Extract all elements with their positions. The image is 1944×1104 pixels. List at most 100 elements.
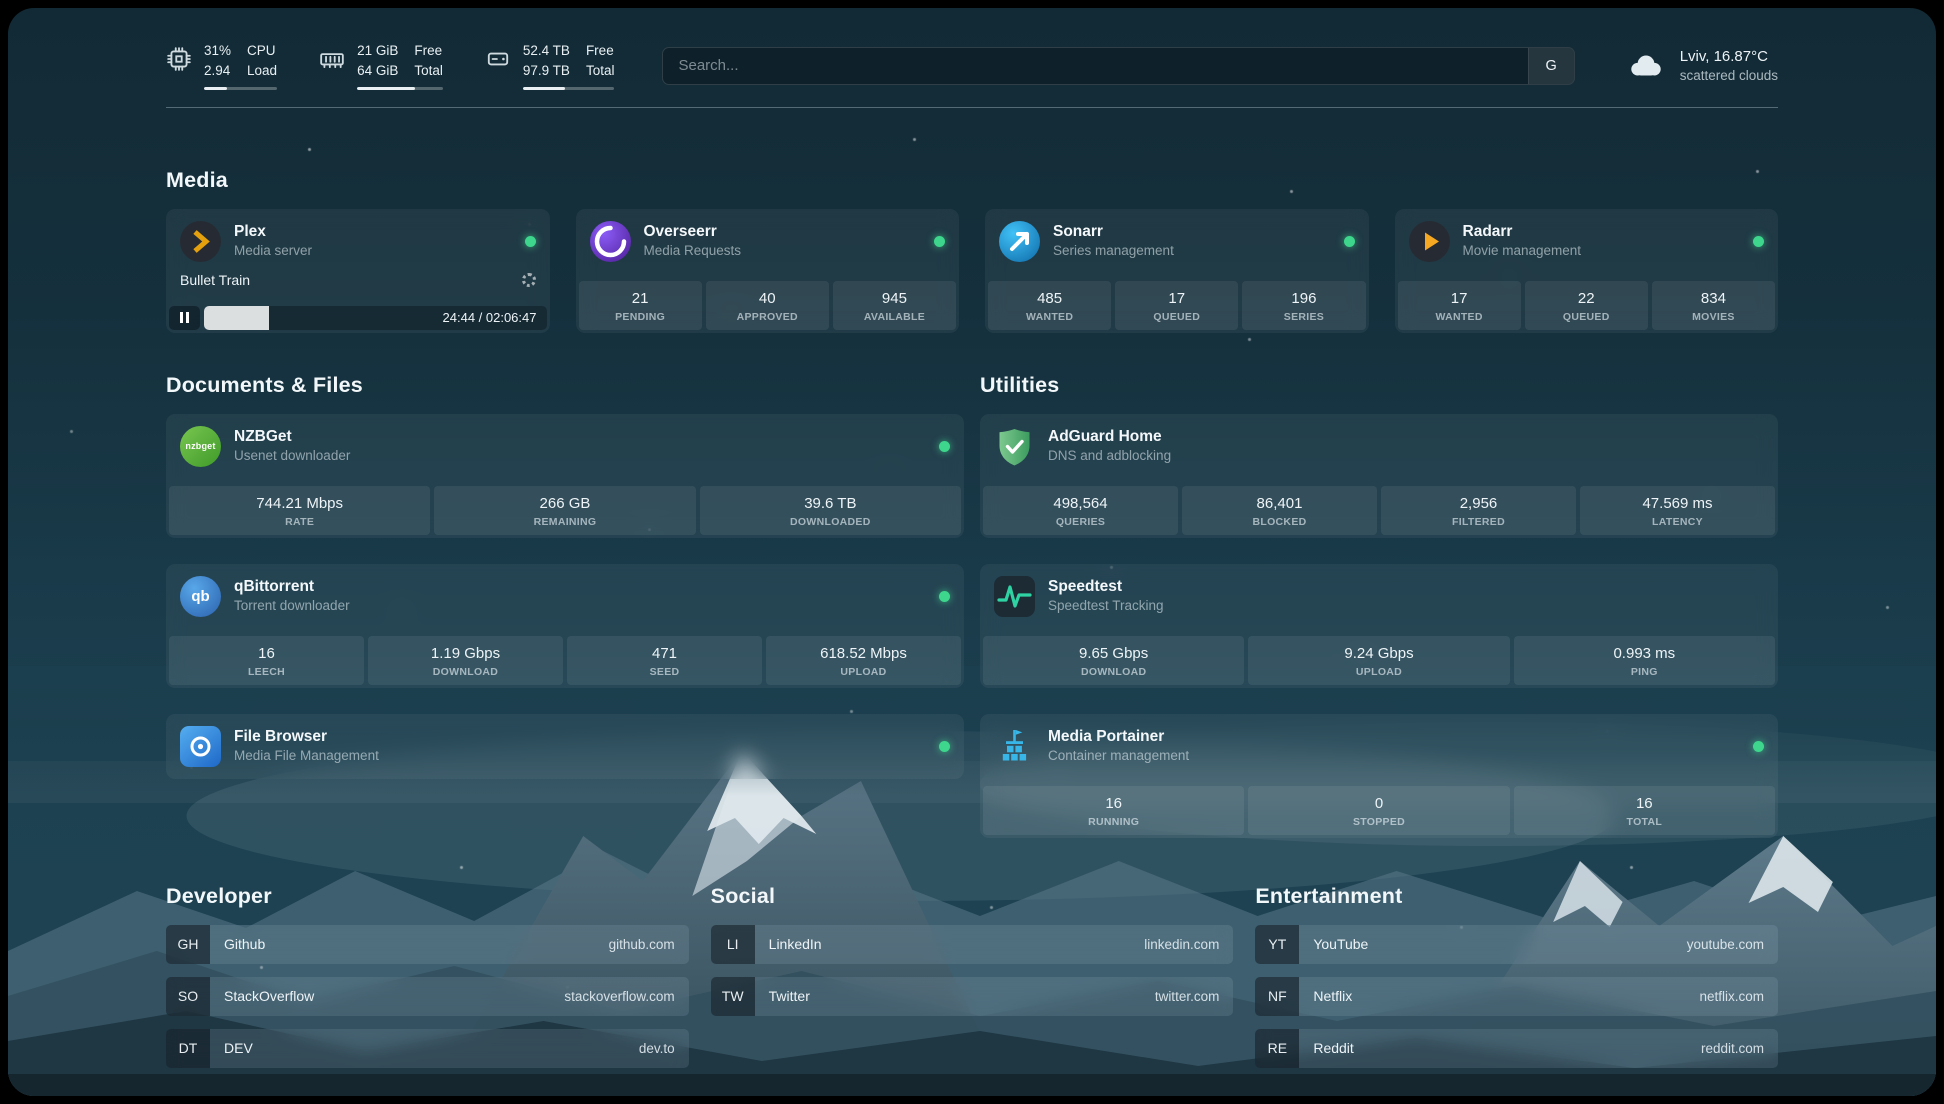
stat-label: WANTED bbox=[1435, 310, 1483, 323]
memory-progress-bar bbox=[357, 86, 443, 90]
now-playing-title: Bullet Train bbox=[180, 271, 251, 288]
service-description: Series management bbox=[1053, 243, 1174, 259]
stat-block: 1.19 Gbps DOWNLOAD bbox=[368, 636, 563, 685]
bookmark-url: github.com bbox=[608, 936, 675, 952]
status-dot bbox=[939, 740, 950, 752]
bookmark-name: LinkedIn bbox=[768, 936, 822, 953]
stat-label: QUERIES bbox=[1055, 515, 1106, 528]
stat-block: 834 MOVIES bbox=[1651, 281, 1776, 330]
bookmark-abbr: YT bbox=[1255, 924, 1300, 964]
status-dot bbox=[939, 440, 950, 452]
bookmark-url: dev.to bbox=[638, 1040, 675, 1056]
stat-block: 22 QUEUED bbox=[1524, 281, 1648, 330]
service-card-qbittorrent[interactable]: qb qBittorrent Torrent downloader 16 LEE… bbox=[166, 563, 964, 688]
stat-label: SEED bbox=[649, 665, 680, 678]
pause-button[interactable] bbox=[169, 305, 200, 330]
disk-progress-bar bbox=[522, 86, 615, 90]
stat-block: 498,564 QUERIES bbox=[983, 486, 1178, 535]
service-card-radarr[interactable]: Radarr Movie management 17 WANTED 22 QUE… bbox=[1394, 208, 1778, 333]
stat-block: 471 SEED bbox=[567, 636, 762, 685]
plex-icon bbox=[180, 220, 221, 262]
bookmark-name: Netflix bbox=[1313, 988, 1353, 1005]
bookmark-url: stackoverflow.com bbox=[564, 988, 675, 1004]
service-card-nzbget[interactable]: nzbget NZBGet Usenet downloader 744.21 M… bbox=[166, 413, 964, 538]
memory-free-label: Free bbox=[414, 43, 443, 58]
service-card-filebrowser[interactable]: File Browser Media File Management bbox=[166, 713, 964, 779]
bookmark-twitter[interactable]: TW Twitter twitter.com bbox=[710, 976, 1234, 1016]
service-description: Torrent downloader bbox=[234, 598, 350, 614]
stat-label: QUEUED bbox=[1153, 310, 1201, 323]
stat-block: 9.65 Gbps DOWNLOAD bbox=[983, 636, 1245, 685]
speedtest-icon bbox=[994, 575, 1035, 617]
disk-widget: 52.4 TB Free 97.9 TB Total bbox=[485, 42, 615, 90]
utilities-column: Utilities bbox=[980, 373, 1778, 838]
service-card-overseerr[interactable]: Overseerr Media Requests 21 PENDING 40 A… bbox=[575, 208, 959, 333]
stat-label: AVAILABLE bbox=[863, 310, 926, 323]
snowfall-decoration bbox=[8, 8, 11, 11]
status-dot bbox=[1753, 235, 1764, 247]
bookmark-url: twitter.com bbox=[1154, 988, 1220, 1004]
bookmark-abbr: SO bbox=[166, 976, 210, 1016]
stat-value: 9.65 Gbps bbox=[1079, 645, 1149, 663]
bookmark-stackoverflow[interactable]: SO StackOverflow stackoverflow.com bbox=[166, 976, 689, 1016]
stat-label: WANTED bbox=[1025, 310, 1074, 323]
bookmark-linkedin[interactable]: LI LinkedIn linkedin.com bbox=[710, 924, 1234, 964]
search-provider-button[interactable]: G bbox=[1527, 47, 1574, 84]
stat-value: 485 bbox=[1037, 290, 1063, 308]
stat-label: SERIES bbox=[1283, 310, 1325, 323]
stat-block: 21 PENDING bbox=[578, 281, 702, 330]
stat-value: 39.6 TB bbox=[804, 495, 857, 513]
bookmark-name: Reddit bbox=[1313, 1040, 1354, 1057]
cloud-icon bbox=[1630, 55, 1661, 76]
disk-total-label: Total bbox=[585, 62, 615, 78]
bookmark-reddit[interactable]: RE Reddit reddit.com bbox=[1255, 1028, 1778, 1068]
stat-value: 471 bbox=[651, 645, 678, 663]
stat-label: QUEUED bbox=[1562, 310, 1610, 323]
stat-value: 618.52 Mbps bbox=[820, 645, 907, 663]
bookmark-netflix[interactable]: NF Netflix netflix.com bbox=[1255, 976, 1778, 1016]
disk-icon bbox=[487, 52, 509, 66]
service-card-adguard[interactable]: AdGuard Home DNS and adblocking 498,564 … bbox=[980, 413, 1778, 538]
bookmark-abbr: DT bbox=[166, 1028, 210, 1068]
stat-block: 0.993 ms PING bbox=[1513, 636, 1775, 685]
bookmark-github[interactable]: GH Github github.com bbox=[166, 924, 689, 964]
adguard-icon bbox=[994, 426, 1035, 467]
stat-value: 196 bbox=[1291, 290, 1317, 308]
stat-label: BLOCKED bbox=[1252, 515, 1307, 528]
stat-block: 618.52 Mbps UPLOAD bbox=[766, 636, 961, 685]
stat-value: 1.19 Gbps bbox=[430, 645, 501, 663]
playback-progress-bar[interactable]: 24:44 / 02:06:47 bbox=[204, 305, 547, 330]
stat-block: 16 RUNNING bbox=[983, 786, 1245, 835]
service-card-plex[interactable]: Plex Media server Bullet Train 24:44 / 0… bbox=[166, 208, 550, 333]
search-input[interactable] bbox=[663, 57, 1528, 75]
gear-icon[interactable] bbox=[521, 272, 536, 287]
service-card-portainer[interactable]: Media Portainer Container management 16 … bbox=[980, 713, 1778, 838]
weather-widget: Lviv, 16.87°C scattered clouds bbox=[1625, 47, 1778, 85]
service-name: Speedtest bbox=[1048, 577, 1123, 595]
stat-block: 16 TOTAL bbox=[1513, 786, 1775, 835]
bookmark-dev[interactable]: DT DEV dev.to bbox=[166, 1028, 689, 1068]
stat-label: RUNNING bbox=[1088, 815, 1140, 828]
stat-value: 16 bbox=[258, 645, 275, 663]
service-name: Sonarr bbox=[1053, 222, 1103, 240]
section-title-entertainment: Entertainment bbox=[1255, 883, 1403, 908]
stat-value: 945 bbox=[881, 290, 907, 308]
service-description: Container management bbox=[1048, 748, 1190, 764]
bookmark-youtube[interactable]: YT YouTube youtube.com bbox=[1255, 924, 1778, 964]
memory-icon bbox=[320, 53, 344, 69]
service-card-sonarr[interactable]: Sonarr Series management 485 WANTED 17 Q… bbox=[985, 208, 1369, 333]
memory-widget: 21 GiB Free 64 GiB Total bbox=[319, 42, 443, 90]
disk-total-value: 97.9 TB bbox=[522, 62, 570, 78]
status-dot bbox=[934, 235, 945, 247]
stat-label: PENDING bbox=[615, 310, 666, 323]
overseerr-icon bbox=[589, 220, 631, 262]
service-card-speedtest[interactable]: Speedtest Speedtest Tracking 9.65 Gbps D… bbox=[980, 563, 1778, 688]
bookmark-name: Github bbox=[224, 936, 266, 953]
stat-block: 945 AVAILABLE bbox=[832, 281, 957, 330]
search-bar[interactable]: G bbox=[662, 46, 1575, 85]
stat-label: UPLOAD bbox=[840, 665, 887, 678]
section-title-utilities: Utilities bbox=[980, 372, 1060, 397]
radarr-icon bbox=[1408, 220, 1450, 262]
bookmark-abbr: GH bbox=[166, 924, 210, 964]
filebrowser-icon bbox=[180, 725, 221, 767]
